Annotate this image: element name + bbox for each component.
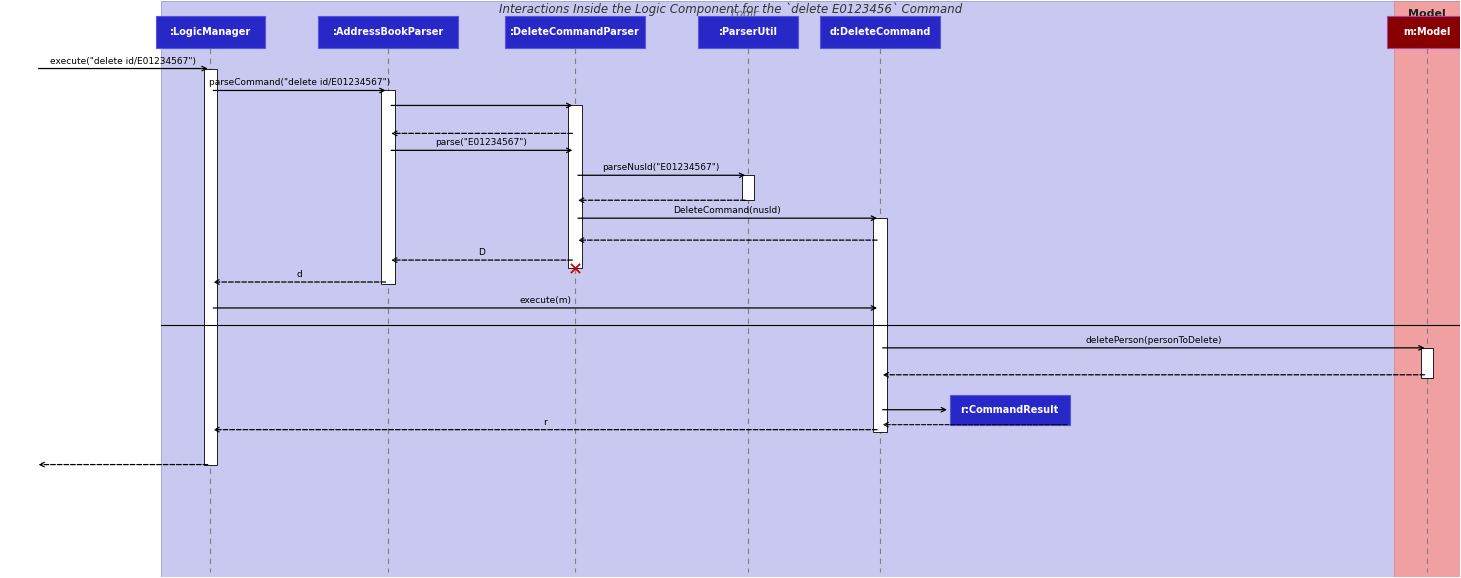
Text: d:DeleteCommand: d:DeleteCommand (830, 27, 931, 36)
Bar (568, 105, 581, 268)
Bar (742, 175, 754, 200)
Text: DeleteCommand(nusId): DeleteCommand(nusId) (674, 206, 780, 215)
Bar (155, 16, 266, 47)
Text: m:Model: m:Model (1404, 27, 1451, 36)
Text: Logic: Logic (730, 9, 760, 18)
Text: parse("E01234567"): parse("E01234567") (435, 138, 527, 147)
Text: parseCommand("delete id/E01234567"): parseCommand("delete id/E01234567") (209, 79, 390, 87)
Bar (872, 218, 887, 432)
Text: parseNusId("E01234567"): parseNusId("E01234567") (602, 163, 720, 172)
Bar (203, 69, 218, 465)
Text: execute("delete id/E01234567"): execute("delete id/E01234567") (50, 57, 196, 65)
Text: Model: Model (1408, 9, 1446, 18)
Text: r:CommandResult: r:CommandResult (961, 405, 1059, 414)
Bar (698, 16, 798, 47)
Bar (820, 16, 939, 47)
Text: :ParserUtil: :ParserUtil (719, 27, 777, 36)
Text: d: d (297, 270, 302, 279)
Text: deletePerson(personToDelete): deletePerson(personToDelete) (1086, 336, 1221, 345)
Text: Interactions Inside the Logic Component for the `delete E0123456` Command: Interactions Inside the Logic Component … (498, 3, 963, 16)
Text: D: D (478, 248, 485, 257)
Text: r: r (543, 418, 546, 427)
Text: :AddressBookParser: :AddressBookParser (333, 27, 444, 36)
Bar (1422, 348, 1433, 378)
Text: :DeleteCommandParser: :DeleteCommandParser (510, 27, 640, 36)
Bar (318, 16, 459, 47)
Bar (161, 1, 1460, 577)
Text: ✕: ✕ (567, 261, 583, 279)
Text: :LogicManager: :LogicManager (169, 27, 251, 36)
Text: execute(m): execute(m) (519, 296, 571, 305)
Bar (506, 16, 646, 47)
Bar (1388, 16, 1461, 47)
Bar (1394, 1, 1461, 577)
Bar (950, 395, 1069, 425)
Bar (381, 91, 396, 284)
